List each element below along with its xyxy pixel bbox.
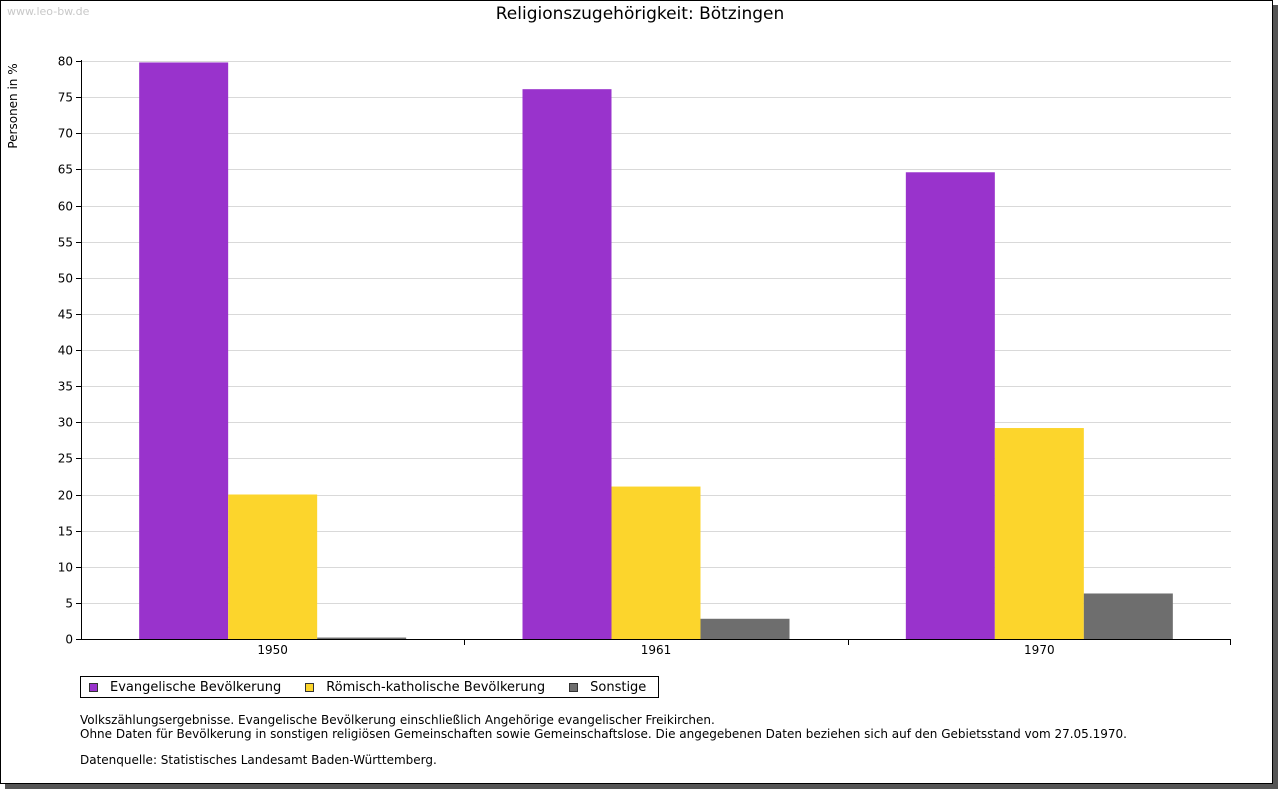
- x-tick-label: 1950: [257, 643, 288, 657]
- y-tick-label: 65: [58, 163, 73, 177]
- bar-1970-sonstige: [1083, 593, 1173, 639]
- legend: Evangelische Bevölkerung Römisch-katholi…: [80, 676, 660, 698]
- y-tick-label: 20: [58, 489, 73, 503]
- y-tick-label: 80: [58, 55, 73, 69]
- y-tick-label: 25: [58, 452, 73, 466]
- y-tick-label: 40: [58, 344, 73, 358]
- y-tick-label: 5: [65, 597, 73, 611]
- y-tick-label: 30: [58, 416, 73, 430]
- note-line-1: Volkszählungsergebnisse. Evangelische Be…: [80, 713, 715, 727]
- bar-1970-evangelisch: [905, 172, 995, 639]
- x-tick-label: 1961: [641, 643, 672, 657]
- y-tick-label: 70: [58, 127, 73, 141]
- y-tick-label: 55: [58, 236, 73, 250]
- y-tick-label: 0: [65, 633, 73, 647]
- bar-1961-sonstige: [700, 618, 790, 639]
- legend-item-katholisch: Römisch-katholische Bevölkerung: [305, 680, 545, 695]
- watermark: www.leo-bw.de: [7, 5, 90, 18]
- bar-1950-sonstige: [317, 637, 407, 639]
- bar-1961-katholisch: [611, 486, 701, 639]
- y-tick-label: 45: [58, 308, 73, 322]
- chart-notes: Volkszählungsergebnisse. Evangelische Be…: [80, 713, 1127, 767]
- legend-label-sonstige: Sonstige: [590, 679, 647, 695]
- legend-item-sonstige: Sonstige: [569, 680, 646, 695]
- legend-swatch-sonstige: [569, 682, 579, 692]
- legend-item-evangelisch: Evangelische Bevölkerung: [89, 680, 281, 695]
- note-line-2: Ohne Daten für Bevölkerung in sonstigen …: [80, 727, 1127, 741]
- y-tick-label: 35: [58, 380, 73, 394]
- bar-1961-evangelisch: [522, 89, 612, 640]
- legend-label-katholisch: Römisch-katholische Bevölkerung: [326, 679, 546, 695]
- legend-swatch-evangelisch: [89, 682, 98, 692]
- data-source: Datenquelle: Statistisches Landesamt Bad…: [80, 753, 437, 767]
- legend-label-evangelisch: Evangelische Bevölkerung: [110, 679, 282, 695]
- y-tick-label: 50: [58, 272, 73, 286]
- y-tick-label: 10: [58, 561, 73, 575]
- bar-1970-katholisch: [994, 428, 1084, 639]
- legend-swatch-katholisch: [305, 682, 315, 692]
- bar-1950-evangelisch: [139, 62, 229, 639]
- chart-title: Religionszugehörigkeit: Bötzingen: [495, 4, 785, 24]
- x-tick-label: 1970: [1024, 643, 1055, 657]
- y-tick-label: 15: [58, 525, 73, 539]
- y-tick-label: 75: [58, 91, 73, 105]
- y-tick-label: 60: [58, 200, 73, 214]
- bar-1950-katholisch: [228, 494, 318, 639]
